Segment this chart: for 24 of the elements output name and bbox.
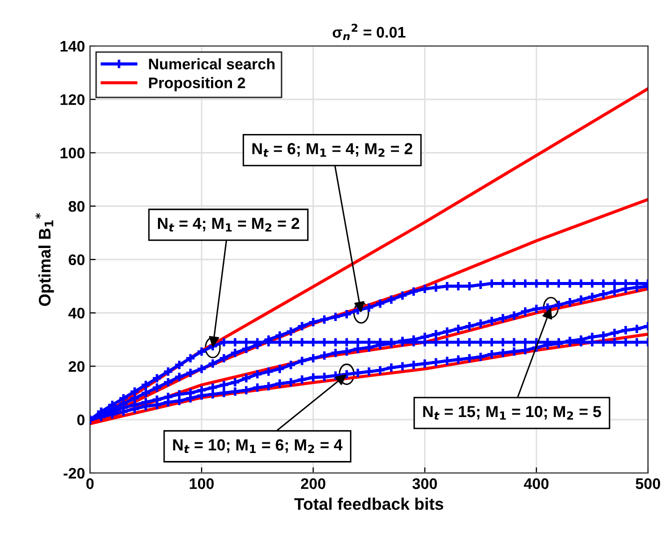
y-tick-label: 120	[60, 94, 85, 106]
y-tick-label: 140	[60, 40, 85, 52]
legend-label: Numerical search	[149, 58, 274, 70]
y-tick-label: 20	[68, 361, 85, 372]
x-axis-title: Total feedback bits	[294, 498, 444, 510]
y-tick-label: 40	[68, 308, 85, 319]
y-tick-label: 60	[68, 254, 85, 266]
x-tick-label: 0	[86, 478, 94, 490]
y-tick-label: 80	[68, 200, 85, 212]
annotation: N$_{t}$ = 6; M$_{1}$ = 4; M$_{2}$ = 2	[252, 143, 412, 157]
x-tick-label: 300	[412, 478, 437, 490]
annotation: N$_{t}$ = 10; M$_{1}$ = 6; M$_{2}$ = 4	[173, 439, 342, 454]
annotation: N$_{t}$ = 4; M$_{1}$ = M$_{2}$ = 2	[158, 218, 300, 232]
x-tick-label: 100	[190, 478, 214, 490]
x-tick-label: 200	[300, 478, 326, 490]
y-tick-label: 100	[60, 148, 85, 158]
chart-title: σ$_{n}$$^{2}$ = 0.01	[332, 24, 406, 40]
x-tick-label: 400	[524, 478, 549, 490]
y-tick-label: 0	[77, 414, 85, 426]
y-axis-title: Optimal B$_{1}$$^{*}$	[35, 213, 54, 306]
y-tick-label: -20	[64, 468, 85, 479]
legend-label: Proposition 2	[149, 77, 246, 92]
annotation: N$_{t}$ = 15; M$_{1}$ = 10; M$_{2}$ = 5	[423, 406, 602, 420]
x-tick-label: 500	[636, 478, 660, 490]
